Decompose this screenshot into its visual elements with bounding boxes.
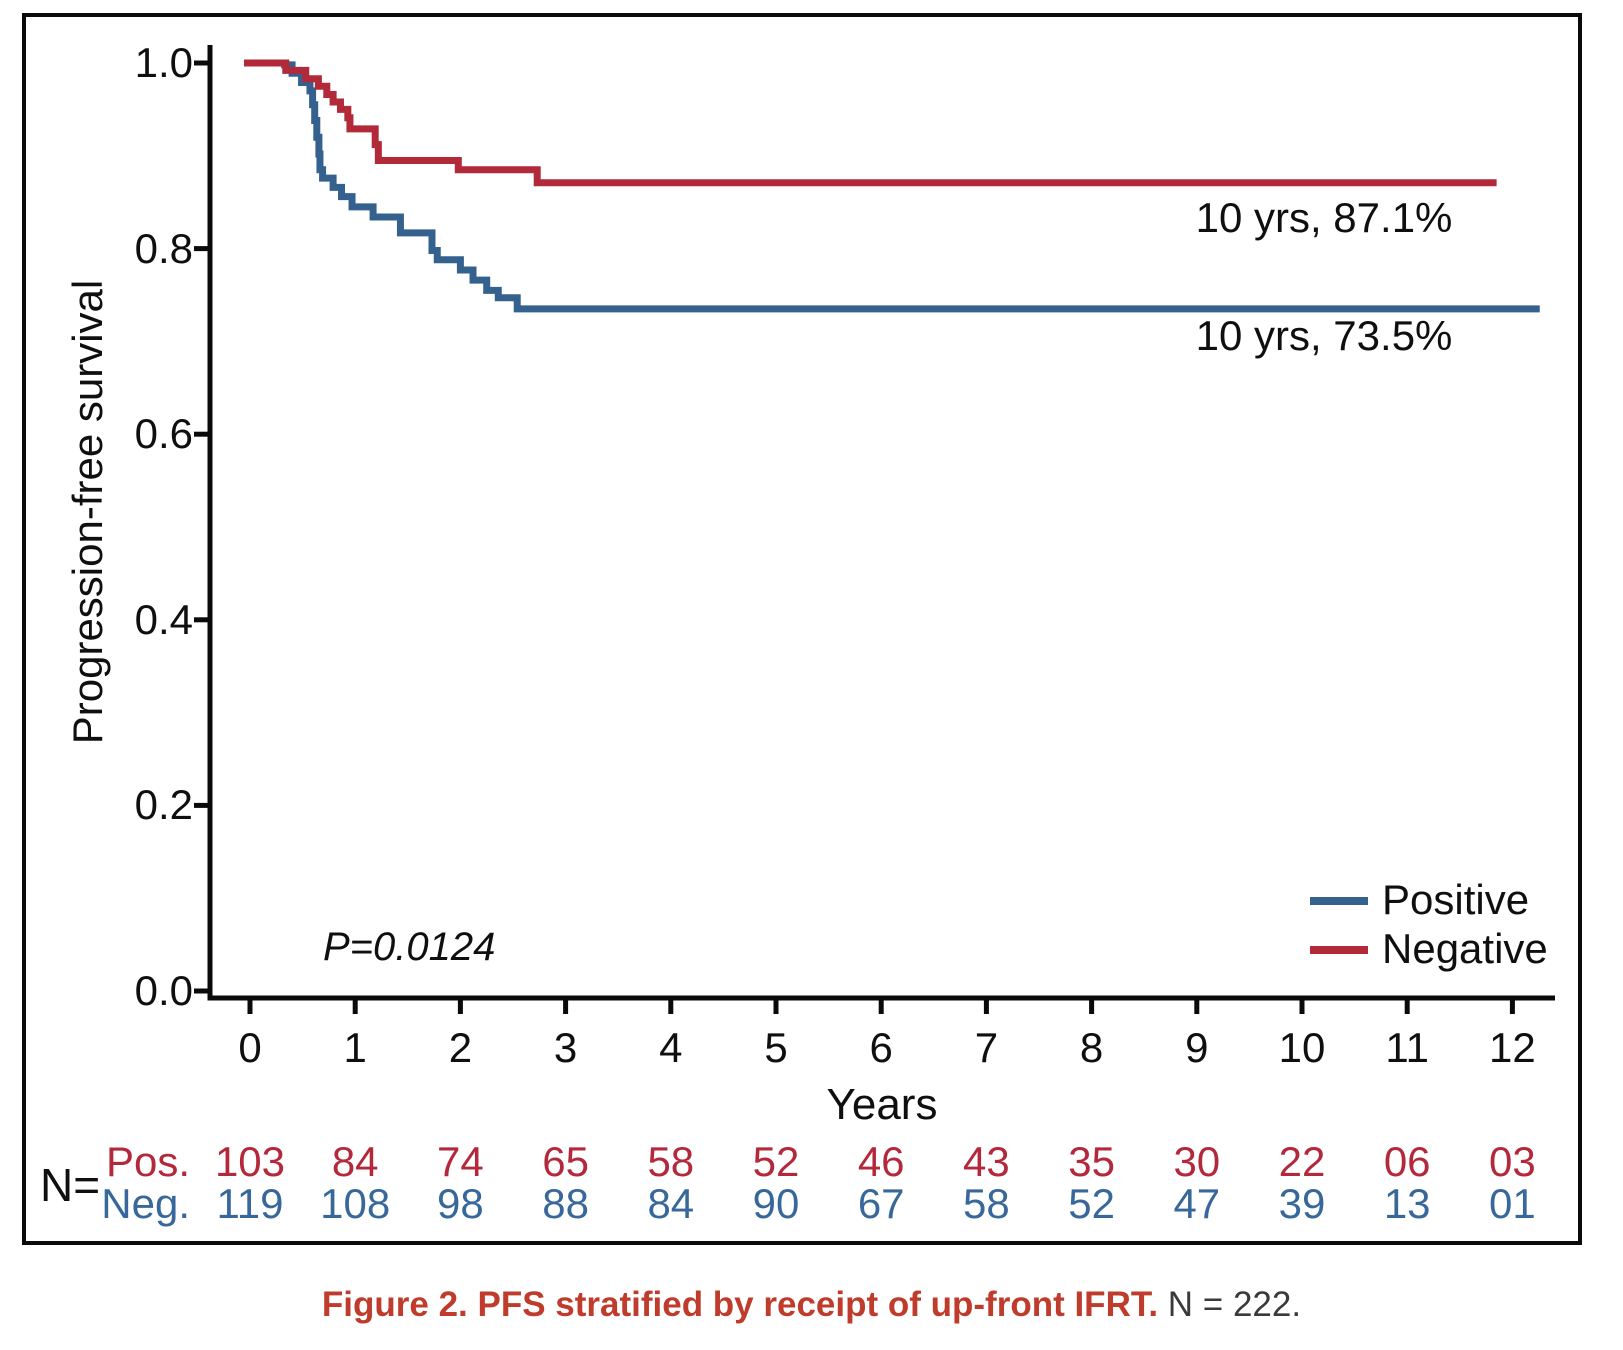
at-risk-value-Neg-yr11: 13 [1383, 1180, 1431, 1227]
x-tick-label-3: 3 [553, 1024, 578, 1071]
p-value-label: P=0.0124 [323, 925, 496, 969]
at-risk-value-Neg-yr9: 47 [1173, 1180, 1221, 1227]
x-tick-label-0: 0 [238, 1024, 262, 1071]
y-axis-title: Progression-free survival [64, 279, 111, 745]
at-risk-value-Neg-yr4: 84 [647, 1180, 695, 1227]
at-risk-value-Pos-yr12: 03 [1489, 1138, 1536, 1185]
at-risk-value-Pos-yr5: 52 [752, 1138, 800, 1185]
at-risk-value-Pos-yr2: 74 [437, 1138, 484, 1185]
x-tick-label-10: 10 [1278, 1024, 1326, 1071]
at-risk-value-Neg-yr8: 52 [1068, 1180, 1115, 1227]
y-tick-label-1.0: 1.0 [134, 39, 193, 86]
annotation-positive-10yr: 10 yrs, 73.5% [1195, 312, 1453, 359]
x-tick-label-12: 12 [1489, 1024, 1536, 1071]
caption-n-value: N = 222. [1167, 1285, 1302, 1324]
at-risk-value-Pos-yr0: 103 [214, 1138, 286, 1185]
x-tick-label-6: 6 [869, 1024, 893, 1071]
at-risk-value-Pos-yr10: 22 [1278, 1138, 1326, 1185]
at-risk-value-Pos-yr6: 46 [857, 1138, 905, 1185]
at-risk-value-Pos-yr8: 35 [1068, 1138, 1115, 1185]
y-tick-label-0.2: 0.2 [134, 781, 193, 829]
km-curve-positive [244, 59, 1540, 313]
x-tick-label-7: 7 [974, 1024, 999, 1071]
at-risk-value-Neg-yr6: 67 [857, 1180, 905, 1227]
legend-label-negative: Negative [1382, 925, 1548, 972]
at-risk-value-Neg-yr2: 98 [437, 1180, 484, 1227]
legend-swatch-negative [1310, 946, 1368, 954]
at-risk-value-Pos-yr11: 06 [1383, 1138, 1431, 1185]
caption-title: Figure 2. PFS stratified by receipt of u… [321, 1285, 1159, 1324]
y-tick-label-0.6: 0.6 [134, 410, 193, 458]
km-curve-negative [244, 59, 1497, 187]
figure-caption: Figure 2. PFS stratified by receipt of u… [0, 1285, 1623, 1325]
at-risk-value-Neg-yr5: 90 [752, 1180, 800, 1227]
at-risk-value-Neg-yr12: 01 [1489, 1180, 1536, 1227]
x-tick-label-9: 9 [1185, 1024, 1209, 1071]
x-tick-label-11: 11 [1385, 1024, 1429, 1071]
at-risk-value-Pos-yr3: 65 [542, 1138, 589, 1185]
at-risk-value-Neg-yr3: 88 [542, 1180, 589, 1227]
x-tick-label-8: 8 [1079, 1024, 1104, 1071]
at-risk-value-Pos-yr9: 30 [1173, 1138, 1221, 1185]
figure-border [22, 13, 1582, 1245]
at-risk-value-Pos-yr1: 84 [331, 1138, 379, 1185]
x-tick-label-1: 1 [343, 1024, 367, 1071]
annotation-negative-10yr: 10 yrs, 87.1% [1195, 194, 1453, 241]
y-tick-label-0.8: 0.8 [134, 224, 193, 272]
y-tick-label-0.4: 0.4 [134, 595, 193, 643]
x-axis-title: Years [826, 1080, 938, 1129]
at-risk-value-Neg-yr10: 39 [1278, 1180, 1326, 1227]
at-risk-value-Neg-yr0: 119 [216, 1180, 284, 1227]
at-risk-row-label-pos: Pos. [105, 1138, 190, 1185]
at-risk-value-Pos-yr7: 43 [963, 1138, 1010, 1185]
at-risk-n-label: N= [40, 1159, 101, 1211]
at-risk-value-Neg-yr7: 58 [963, 1180, 1010, 1227]
at-risk-row-label-neg: Neg. [101, 1180, 190, 1227]
x-tick-label-4: 4 [659, 1024, 683, 1071]
x-tick-label-5: 5 [764, 1024, 788, 1071]
x-tick-label-2: 2 [448, 1024, 473, 1071]
legend-swatch-positive [1310, 897, 1368, 905]
y-tick-label-0.0: 0.0 [134, 967, 193, 1014]
at-risk-value-Pos-yr4: 58 [647, 1138, 695, 1185]
legend-label-positive: Positive [1382, 876, 1530, 923]
at-risk-value-Neg-yr1: 108 [320, 1180, 391, 1227]
